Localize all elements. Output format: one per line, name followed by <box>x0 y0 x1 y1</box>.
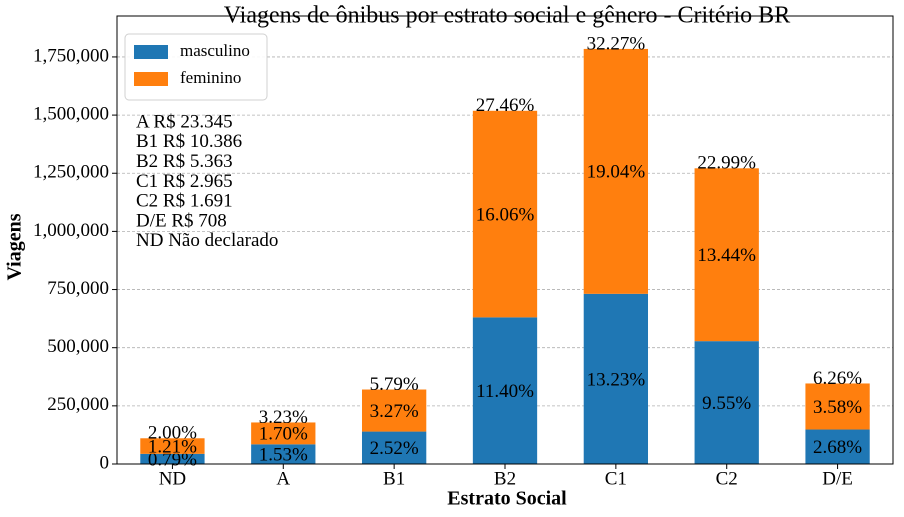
value-label: 19.04% <box>587 162 646 183</box>
value-label: 13.44% <box>697 245 756 266</box>
y-tick-label: 250,000 <box>47 394 109 415</box>
x-axis-label: Estrato Social <box>447 488 567 510</box>
bar-segment <box>361 431 427 464</box>
total-label: 6.26% <box>813 368 862 389</box>
annotation-line: ND Não declarado <box>136 230 278 251</box>
x-tick-label: D/E <box>822 468 853 489</box>
y-axis-label: Viagens <box>4 213 26 280</box>
bar-segment <box>251 444 316 464</box>
value-label: 11.40% <box>476 381 534 402</box>
x-tick-label: ND <box>159 468 186 489</box>
bar-segment <box>140 453 205 464</box>
y-tick-label: 1,750,000 <box>33 45 109 66</box>
x-tick-label: B2 <box>494 468 516 489</box>
annotation-line: B2 R$ 5.363 <box>136 151 233 172</box>
bar-segment <box>140 438 205 454</box>
value-label: 16.06% <box>476 204 535 225</box>
value-label: 3.58% <box>813 397 862 418</box>
plot-frame <box>116 15 894 465</box>
bar-segment <box>472 110 538 318</box>
y-tick-label: 1,500,000 <box>33 103 109 124</box>
annotation-line: B1 R$ 10.386 <box>136 131 242 152</box>
y-tick-label: 1,250,000 <box>33 162 109 183</box>
bar-segment <box>805 383 870 430</box>
bar-segment <box>694 168 759 342</box>
y-tick-label: 0 <box>100 452 110 473</box>
value-label: 2.68% <box>813 437 862 458</box>
bar-segment <box>694 341 759 464</box>
value-label: 1.70% <box>259 424 308 445</box>
total-label: 5.79% <box>370 374 419 395</box>
total-label: 22.99% <box>697 153 756 174</box>
y-tick-label: 750,000 <box>47 278 109 299</box>
bar-segment <box>805 429 870 464</box>
y-tick-label: 1,000,000 <box>33 220 109 241</box>
bar-segment <box>583 293 649 464</box>
x-tick-label: A <box>276 468 290 489</box>
legend-swatch <box>134 45 168 59</box>
x-tick-label: C1 <box>605 468 627 489</box>
value-label: 0.79% <box>148 449 197 470</box>
value-label: 1.53% <box>259 445 308 466</box>
annotation-line: D/E R$ 708 <box>136 210 227 231</box>
annotation-line: C1 R$ 2.965 <box>136 171 233 192</box>
annotation-line: A R$ 23.345 <box>136 111 233 132</box>
annotation-line: C2 R$ 1.691 <box>136 191 233 212</box>
total-label: 27.46% <box>476 95 535 116</box>
y-tick-label: 500,000 <box>47 336 109 357</box>
bar-segment <box>361 389 427 432</box>
total-label: 3.23% <box>259 407 308 428</box>
legend-swatch <box>134 72 168 86</box>
bar-segment <box>251 422 316 445</box>
x-tick-label: B1 <box>383 468 405 489</box>
value-label: 2.52% <box>370 438 419 459</box>
total-label: 2.00% <box>148 423 197 444</box>
value-label: 13.23% <box>587 369 646 390</box>
value-label: 1.21% <box>148 436 197 457</box>
total-label: 32.27% <box>587 33 646 54</box>
x-tick-label: C2 <box>716 468 738 489</box>
legend-label: feminino <box>180 68 241 87</box>
bar-segment <box>583 48 649 294</box>
legend-label: masculino <box>180 41 250 60</box>
value-label: 3.27% <box>370 401 419 422</box>
value-label: 9.55% <box>702 393 751 414</box>
bar-segment <box>472 317 538 464</box>
